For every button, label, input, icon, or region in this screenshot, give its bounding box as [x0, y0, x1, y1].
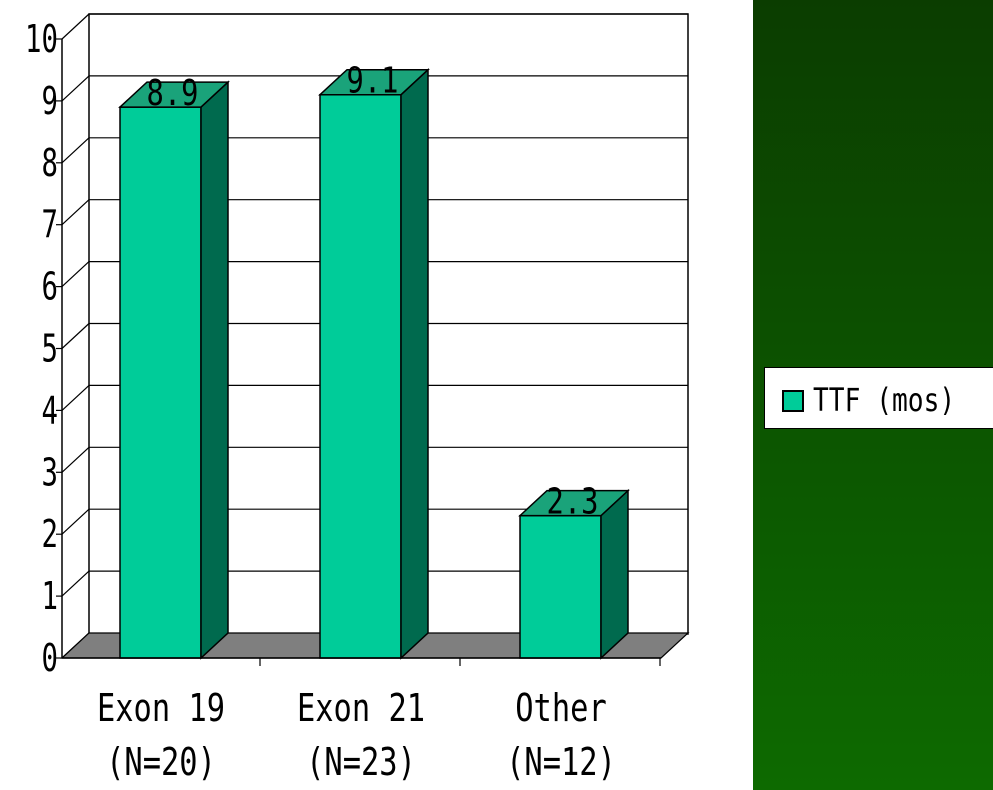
legend-swatch — [782, 390, 804, 412]
chart-bars — [118, 67, 630, 660]
y-tick-label: 7 — [42, 202, 58, 247]
legend-label: TTF (mos) — [813, 381, 956, 419]
bar-chart: 0 1 2 3 4 5 6 7 8 9 10 8.9 9.1 2.3 — [25, 13, 690, 680]
bar-front — [119, 106, 202, 659]
gridline-side — [61, 137, 90, 164]
legend: TTF (mos) — [764, 367, 993, 429]
gridline-side — [61, 508, 90, 535]
bar-front — [519, 514, 602, 659]
y-tick-label: 8 — [42, 140, 58, 185]
y-tick-label: 4 — [42, 388, 58, 433]
x-category-label: Other — [514, 686, 607, 730]
x-category-label: Exon 21 — [296, 686, 425, 730]
gridline-side — [61, 384, 90, 411]
data-label: 2.3 — [547, 481, 599, 523]
gridline-side — [61, 323, 90, 349]
y-tick-label: 2 — [42, 512, 58, 557]
x-category-sublabel: (N=20) — [105, 740, 216, 784]
y-tick-labels: 0 1 2 3 4 5 6 7 8 9 10 — [25, 16, 58, 680]
bar-side — [200, 80, 229, 660]
gridline-side — [61, 446, 90, 473]
bar-top — [518, 489, 630, 517]
y-tick-label: 5 — [42, 326, 58, 371]
y-tick-label: 9 — [42, 78, 58, 123]
bar-side — [400, 67, 429, 660]
y-tick-label: 10 — [25, 16, 58, 61]
bar-top — [318, 68, 430, 96]
gridline-side — [61, 570, 90, 597]
x-category-sublabel: (N=12) — [505, 740, 616, 784]
y-tick-label: 0 — [42, 635, 58, 680]
data-label: 9.1 — [347, 60, 399, 102]
y-tick-label: 3 — [42, 450, 58, 495]
x-category-label: Exon 19 — [96, 686, 225, 730]
data-label: 8.9 — [147, 72, 199, 114]
gridline-side — [61, 13, 90, 40]
x-category-sublabel: (N=23) — [305, 740, 416, 784]
bar-side — [600, 488, 629, 660]
data-labels: 8.9 9.1 2.3 — [147, 60, 599, 523]
bar-top — [118, 81, 230, 108]
gridline-side — [61, 261, 90, 288]
y-tick-label: 1 — [42, 574, 58, 619]
gridline-side — [61, 75, 90, 102]
bar-front — [319, 93, 402, 659]
gridline-side — [61, 199, 90, 226]
chart-axes — [56, 38, 661, 666]
y-tick-label: 6 — [42, 264, 58, 309]
